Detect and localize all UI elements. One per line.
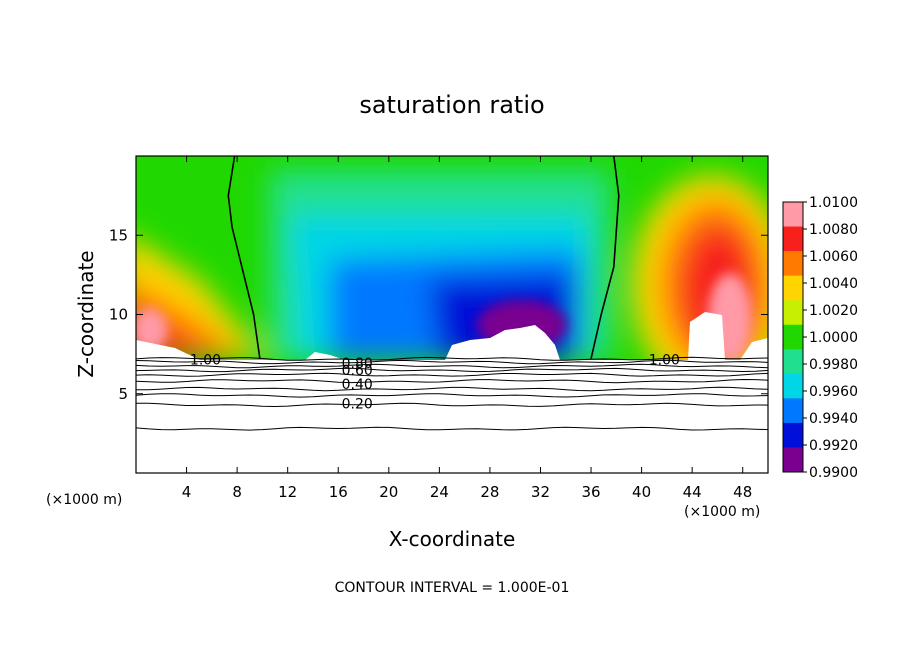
colorbar-swatch: [783, 373, 803, 399]
colorbar-label: 0.9900: [809, 465, 858, 481]
contour-line: [135, 363, 769, 369]
colorbar-swatch: [783, 251, 803, 277]
x-tick-label: 32: [531, 483, 550, 501]
contour-label: 0.60: [342, 363, 373, 379]
x-tick-label: 20: [379, 483, 398, 501]
x-tick-label: 28: [480, 483, 499, 501]
y-tick-label: 5: [118, 385, 128, 403]
colorbar-label: 1.0040: [809, 276, 858, 292]
colorbar-swatch: [783, 300, 803, 326]
colorbar-swatch: [783, 349, 803, 375]
colorbar: 1.0100 1.0080 1.0060 1.0040 1.0020 1.0000 0.99…: [782, 195, 858, 481]
contour-line: [135, 426, 769, 431]
colorbar-swatch: [783, 202, 803, 228]
contour-line: [135, 356, 769, 361]
colorbar-label: 0.9980: [809, 357, 858, 373]
contour-label: 0.80: [342, 356, 373, 372]
y-axis: 5 10 15: [109, 226, 768, 403]
contour-label: 1.00: [649, 353, 680, 369]
boundary-left: [227, 155, 261, 360]
colorbar-swatch: [783, 226, 803, 252]
colorbar-label: 1.0000: [809, 330, 858, 346]
x-tick-label: 12: [278, 483, 297, 501]
contour-label: 0.20: [342, 396, 373, 412]
x-tick-label: 4: [182, 483, 192, 501]
y-tick-label: 10: [109, 306, 128, 324]
y-axis-label: Z-coordinate: [74, 250, 98, 377]
y-tick-label: 15: [109, 226, 128, 244]
x-tick-label: 44: [683, 483, 702, 501]
saturation-boundaries: [227, 155, 620, 360]
x-axis: 4 8 12 16 20 24 28 32 36 40 44 48: [182, 156, 752, 501]
colorbar-swatch: [783, 422, 803, 448]
colorbar-swatch: [783, 398, 803, 424]
chart-title: saturation ratio: [359, 91, 544, 119]
contour-line: [135, 359, 769, 365]
contour-line: [135, 402, 769, 408]
contour-lines: [135, 356, 769, 431]
contour-labels: 1.00 0.800.600.40 0.20 1.00: [190, 353, 680, 413]
colorbar-swatch: [783, 324, 803, 350]
colorbar-swatch: [783, 275, 803, 301]
x-tick-label: 36: [581, 483, 600, 501]
x-tick-label: 16: [329, 483, 348, 501]
x-tick-label: 40: [632, 483, 651, 501]
colorbar-label: 0.9940: [809, 411, 858, 427]
x-unit-left: (×1000 m): [46, 492, 122, 508]
x-unit-right: (×1000 m): [684, 504, 760, 520]
heatmap-field: [136, 156, 768, 361]
contour-interval-note: CONTOUR INTERVAL = 1.000E-01: [335, 580, 570, 596]
colorbar-label: 1.0100: [809, 195, 858, 211]
colorbar-label: 0.9920: [809, 438, 858, 454]
subcloud-region: [136, 360, 768, 473]
contour-line: [136, 386, 769, 392]
contour-label: 1.00: [190, 353, 221, 369]
colorbar-label: 1.0020: [809, 303, 858, 319]
contour-line: [135, 378, 769, 384]
contour-line: [135, 372, 769, 377]
colorbar-label: 1.0080: [809, 222, 858, 238]
colorbar-swatch: [783, 447, 803, 473]
contour-label: 0.40: [342, 377, 373, 393]
boundary-right: [590, 155, 620, 360]
contour-line: [135, 393, 769, 398]
colorbar-label: 1.0060: [809, 249, 858, 265]
contour-line: [135, 367, 769, 373]
x-tick-label: 8: [232, 483, 242, 501]
x-tick-label: 24: [430, 483, 449, 501]
colorbar-label: 0.9960: [809, 384, 858, 400]
x-tick-label: 48: [733, 483, 752, 501]
x-axis-label: X-coordinate: [389, 527, 516, 551]
